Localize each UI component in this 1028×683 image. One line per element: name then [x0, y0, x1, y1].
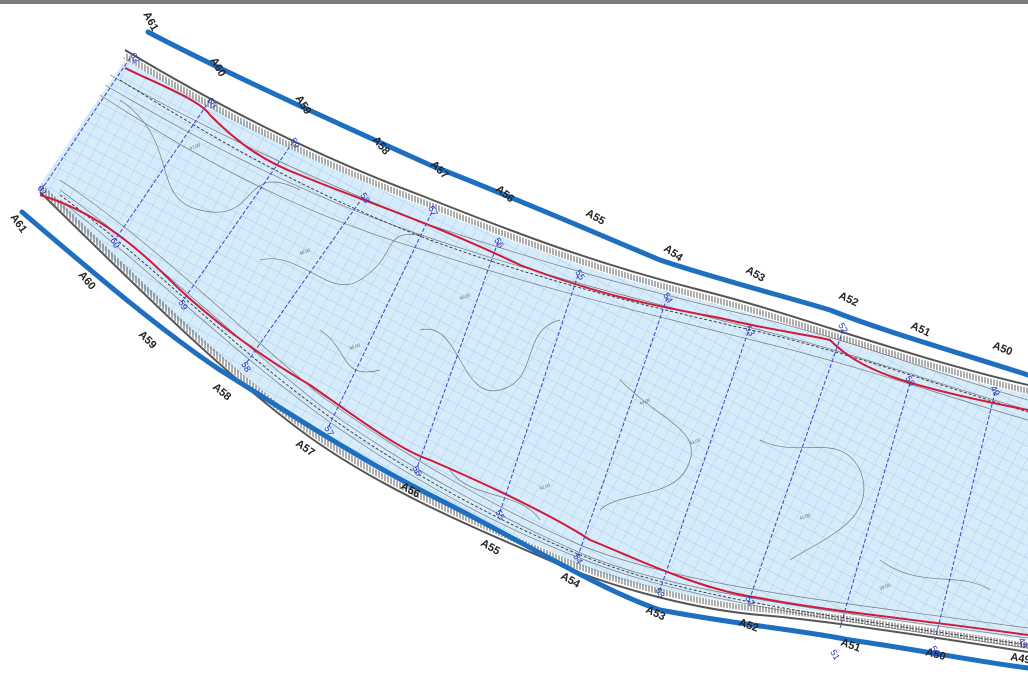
elevation-label: 43.00 — [689, 437, 702, 446]
right-bank-label: A57 — [293, 438, 316, 459]
section-label-top: 54 — [661, 291, 675, 305]
section-labels: 62 60 59 58 57 56 55 54 53 52 50 49 61 60 59 58 57 56 55 54… — [35, 51, 1028, 662]
section-label-bottom: 50 — [928, 644, 942, 658]
right-bank-label: A59 — [136, 329, 159, 352]
left-bank-label: A61 — [140, 10, 160, 33]
elevation-label: 45.00 — [459, 292, 472, 301]
elevation-label: 40.00 — [349, 342, 362, 351]
section-label-bottom: 49 — [1016, 636, 1028, 650]
section-label-top: 55 — [573, 268, 587, 282]
right-bank-label: A53 — [644, 604, 667, 623]
left-bank-label: A52 — [837, 290, 860, 309]
section-label-top: 49 — [988, 384, 1002, 398]
elevation-label: 39.00 — [879, 582, 892, 591]
section-label-bottom: 52 — [743, 594, 757, 608]
red-design-lines — [39, 67, 1028, 636]
dashed-lines — [59, 79, 1028, 646]
section-label-top: 53 — [743, 324, 757, 338]
right-bank-label: A58 — [210, 381, 233, 403]
channel-area — [40, 60, 1028, 640]
elevation-label: 44.00 — [639, 397, 652, 406]
section-label-top: 56 — [492, 236, 506, 250]
section-label-bottom: 60 — [108, 236, 122, 250]
left-bank-label: A53 — [744, 264, 767, 284]
left-bank-label: A60 — [207, 56, 227, 79]
elevation-label: 46.00 — [299, 247, 312, 256]
section-label-top: 60 — [205, 96, 219, 110]
section-label-top: 52 — [836, 321, 850, 335]
top-border — [0, 0, 1028, 4]
section-label-bottom: 56 — [410, 464, 424, 478]
section-label-bottom: 61 — [35, 184, 49, 198]
right-bank-label: A49 — [1009, 651, 1028, 666]
elevation-label: 41.00 — [799, 512, 812, 521]
section-label-top: 50 — [903, 374, 917, 388]
left-bank-label: A57 — [428, 159, 451, 182]
section-label-top: 59 — [288, 136, 302, 150]
elevation-label: 42.00 — [539, 482, 552, 491]
contour-lines — [59, 74, 1028, 649]
left-bank-label: A55 — [584, 207, 607, 227]
section-label-bottom: 58 — [239, 360, 253, 374]
right-bank-label: A55 — [479, 537, 502, 557]
section-label-bottom: 59 — [176, 298, 190, 312]
section-label-bottom: 57 — [322, 424, 336, 438]
left-bank-label: A56 — [493, 183, 516, 205]
elevation-labels: 47.00 46.00 45.00 44.00 43.00 42.00 41.00 40.00… — [189, 142, 892, 591]
right-bank-label: A50 — [924, 646, 947, 663]
section-lines — [39, 57, 996, 641]
bank-lines — [19, 29, 1028, 671]
section-label-top: 62 — [128, 51, 142, 65]
left-bank-label: A50 — [991, 340, 1014, 359]
section-label-bottom: 53 — [653, 586, 667, 600]
section-label-bottom: 54 — [571, 552, 585, 566]
right-bank-label: A52 — [737, 617, 760, 635]
section-label-top: 57 — [426, 204, 440, 218]
section-label-bottom: 51 — [828, 648, 842, 662]
section-label-top: 58 — [358, 191, 372, 205]
section-label-bottom: 55 — [493, 508, 507, 522]
elevation-label: 47.00 — [189, 142, 202, 151]
